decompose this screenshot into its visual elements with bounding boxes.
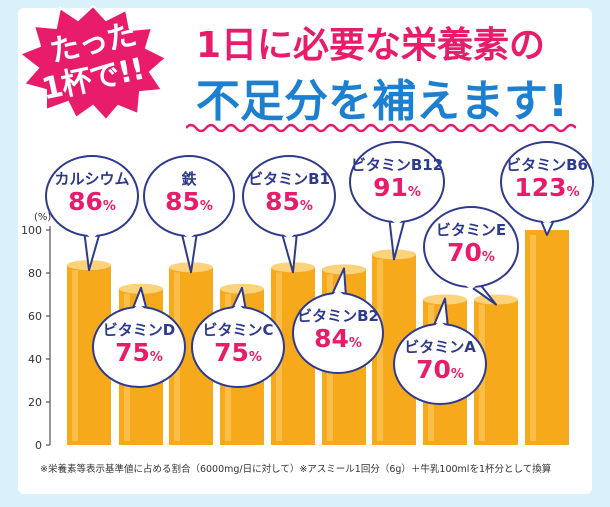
nutrient-name: ビタミンC	[202, 321, 274, 339]
nutrient-percent: 84%	[288, 325, 388, 358]
burst-shape	[18, 4, 168, 122]
bubble-label: ビタミンB12 91%	[347, 156, 447, 207]
y-tick-label: 80	[28, 267, 42, 280]
value-bubble	[349, 141, 445, 261]
nutrient-percent: 75%	[188, 339, 288, 372]
value-bubble	[423, 206, 519, 306]
percent-number: 75	[214, 338, 249, 367]
nutrient-percent: 70%	[421, 239, 521, 272]
value-bubble	[393, 297, 487, 405]
nutrient-name: ビタミンB2	[297, 307, 379, 325]
value-bubble	[143, 155, 235, 274]
percent-sign: %	[566, 185, 580, 200]
percent-number: 85	[165, 187, 200, 216]
percent-sign: %	[450, 367, 464, 382]
percent-sign: %	[149, 350, 163, 365]
nutrient-name: ビタミンD	[102, 321, 176, 339]
percent-number: 70	[447, 238, 482, 267]
y-tick-label: 20	[28, 396, 42, 409]
bubble-seam	[540, 219, 554, 225]
percent-number: 85	[265, 187, 300, 216]
nutrient-percent: 91%	[347, 174, 447, 207]
bubble-label: 鉄 85%	[139, 170, 239, 221]
bubble-seam	[464, 284, 478, 290]
bubble-seam	[390, 219, 404, 225]
percent-sign: %	[102, 199, 116, 214]
headline-line-2: 不足分を補えます!	[196, 76, 569, 127]
percent-number: 123	[514, 173, 567, 202]
y-tick-label: 60	[28, 310, 42, 323]
percent-sign: %	[481, 250, 495, 265]
percent-sign: %	[407, 185, 421, 200]
bubble-label: ビタミンE 70%	[421, 221, 521, 272]
percent-number: 75	[115, 338, 150, 367]
y-axis: (%) 0 20 40 60 80 100	[21, 212, 51, 452]
nutrient-percent: 86%	[42, 188, 142, 221]
bubble-label: ビタミンD 75%	[89, 321, 189, 372]
y-tick-label: 40	[28, 353, 42, 366]
y-tick-label: 0	[35, 439, 42, 452]
value-bubble	[500, 141, 594, 236]
percent-sign: %	[299, 199, 313, 214]
percent-number: 91	[373, 173, 408, 202]
bubble-label: カルシウム 86%	[42, 170, 142, 221]
y-axis-unit-label: (%)	[34, 212, 51, 223]
percent-number: 86	[68, 187, 103, 216]
nutrient-percent: 75%	[89, 339, 189, 372]
bubble-label: ビタミンB2 84%	[288, 307, 388, 358]
bubble-seam	[282, 233, 296, 239]
value-bubble	[92, 286, 186, 388]
percent-number: 70	[416, 355, 451, 384]
promo-badge: たった 1杯で!!	[14, 2, 172, 122]
bubble-seam	[331, 290, 345, 296]
value-bubble	[191, 286, 285, 388]
bubble-seam	[231, 304, 245, 310]
percent-sign: %	[348, 336, 362, 351]
bubble-seam	[85, 233, 99, 239]
value-bubble	[242, 155, 336, 274]
headline-line-1: 1日に必要な栄養素の	[196, 25, 546, 66]
nutrient-name: 鉄	[181, 170, 197, 188]
value-bubble	[45, 155, 139, 272]
bubble-seam	[433, 321, 447, 327]
bubble-seam	[182, 233, 196, 239]
nutrient-percent: 123%	[497, 174, 597, 207]
percent-sign: %	[248, 350, 262, 365]
nutrient-name: ビタミンB6	[506, 156, 588, 174]
speech-bubbles	[45, 141, 594, 405]
bar	[525, 230, 569, 445]
nutrient-name: ビタミンB12	[350, 156, 444, 174]
nutrient-name: ビタミンB1	[248, 170, 330, 188]
bubble-label: ビタミンB1 85%	[239, 170, 339, 221]
bubble-label: ビタミンC 75%	[188, 321, 288, 372]
footnote: ※栄養素等表示基準値に占める割合（6000mg/日に対して）※アスミール1回分（…	[40, 464, 552, 475]
value-bubble	[292, 267, 384, 374]
y-tick-label: 100	[21, 224, 42, 237]
bar-highlight	[72, 270, 78, 441]
wavy-underline	[186, 123, 576, 133]
nutrient-name: カルシウム	[54, 170, 130, 188]
percent-number: 84	[314, 324, 349, 353]
nutrient-name: ビタミンE	[435, 221, 507, 239]
nutrient-name: ビタミンA	[404, 338, 476, 356]
nutrient-percent: 85%	[239, 188, 339, 221]
bar-highlight	[530, 235, 536, 441]
bar-highlight	[377, 259, 383, 441]
bubble-label: ビタミンB6 123%	[497, 156, 597, 207]
bubble-seam	[132, 304, 146, 310]
percent-sign: %	[199, 199, 213, 214]
bubble-label: ビタミンA 70%	[390, 338, 490, 389]
nutrient-percent: 85%	[139, 188, 239, 221]
nutrient-percent: 70%	[390, 356, 490, 389]
